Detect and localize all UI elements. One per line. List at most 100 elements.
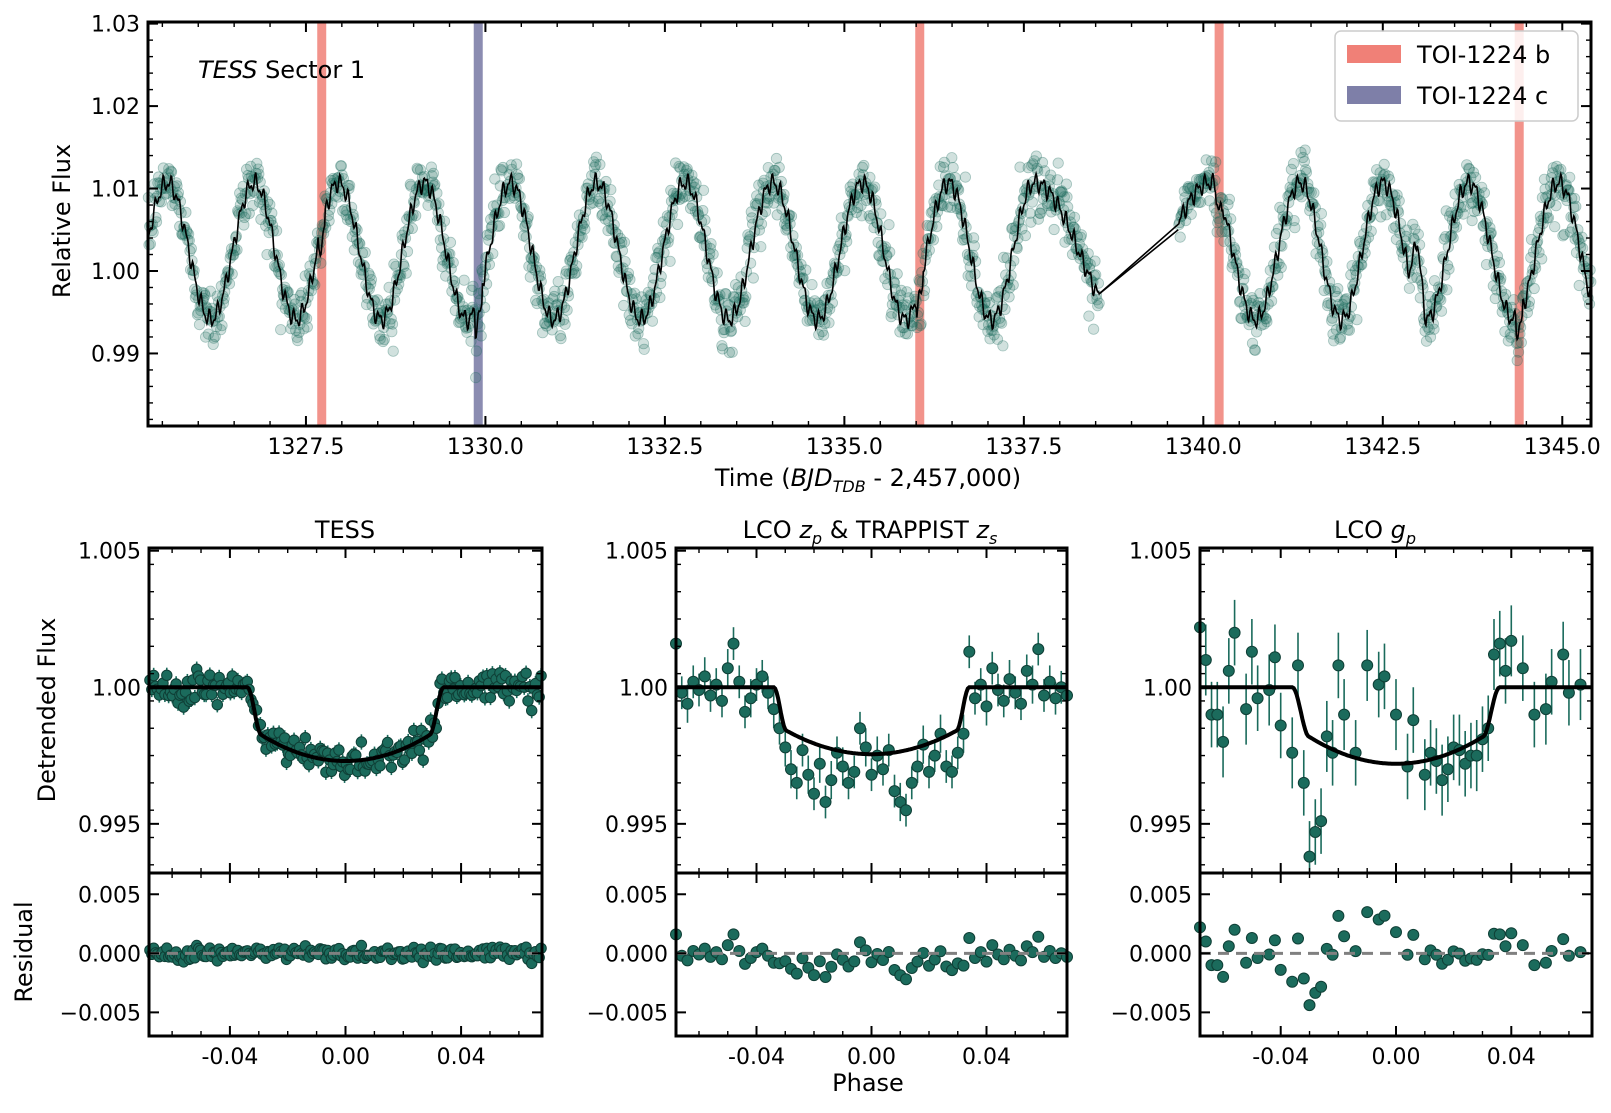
data-point [738, 297, 750, 309]
data-point [355, 268, 367, 280]
residual-point [1407, 928, 1420, 941]
data-point [863, 210, 875, 222]
data-point [959, 171, 972, 183]
data-point [1345, 301, 1358, 313]
data-point [291, 331, 303, 343]
phase-xtick-label: 0.00 [1372, 1045, 1421, 1070]
data-point [400, 267, 412, 279]
data-point [771, 209, 783, 221]
data-point [780, 224, 792, 236]
title-lco-g-p1: g [1391, 516, 1406, 544]
data-point [523, 260, 535, 272]
data-point [1003, 291, 1015, 303]
data-point [1083, 310, 1095, 322]
data-point [350, 233, 362, 245]
data-point [820, 306, 832, 319]
title-lco-trappist-p3: & TRAPPIST [822, 516, 976, 544]
data-point [937, 161, 950, 173]
data-point [913, 274, 925, 286]
data-point [931, 221, 943, 233]
flux-point [1303, 850, 1316, 863]
flux-point [721, 662, 734, 675]
data-point [1428, 323, 1440, 335]
flux-point [997, 694, 1010, 707]
data-point [942, 201, 954, 213]
data-point [990, 292, 1002, 304]
data-point [275, 324, 287, 336]
data-point [497, 161, 509, 174]
data-point [911, 321, 923, 334]
residual-point [721, 939, 734, 952]
data-point [800, 264, 812, 276]
data-point [937, 200, 949, 212]
residual-point [1274, 963, 1287, 976]
flux-point [877, 763, 889, 776]
data-point [690, 178, 702, 190]
data-point [673, 160, 685, 173]
residual-point [957, 959, 970, 972]
title-lco-g-p0: LCO [1334, 516, 1391, 544]
flux-point [1245, 645, 1258, 658]
data-point [292, 334, 304, 347]
data-point [740, 291, 752, 303]
flux-point [1499, 664, 1512, 677]
data-point [505, 159, 517, 171]
title-lco-trappist-p5: s [989, 529, 997, 548]
data-point [895, 284, 907, 296]
residual-point [1292, 932, 1304, 945]
data-point [632, 328, 644, 340]
flux-point [204, 669, 216, 681]
data-point [1261, 316, 1273, 328]
data-point [1051, 174, 1064, 186]
phase-xtick-label: -0.04 [201, 1045, 258, 1070]
flux-point [923, 765, 935, 778]
residual-point [1516, 939, 1529, 952]
data-point [1007, 279, 1019, 291]
data-point [912, 306, 925, 319]
data-point [619, 255, 631, 268]
data-point [1441, 284, 1453, 296]
data-point [761, 192, 773, 204]
residual-point [1378, 909, 1391, 922]
data-point [1493, 256, 1506, 269]
data-point [1052, 157, 1064, 169]
flux-point [522, 695, 534, 707]
data-point [1028, 155, 1040, 167]
top-ytick-label: 1.00 [91, 260, 140, 285]
top-ytick-label: 1.02 [91, 95, 140, 120]
data-point [534, 264, 546, 276]
flux-point [836, 760, 849, 773]
flux-point [1516, 662, 1529, 675]
flux-point [417, 754, 429, 766]
top-ytick-label: 1.03 [91, 13, 140, 38]
data-point [1036, 203, 1048, 215]
data-point [878, 242, 890, 255]
data-point [1174, 231, 1186, 243]
data-point [360, 298, 373, 311]
residual-point [1217, 970, 1230, 983]
data-point [742, 229, 754, 241]
top-xlabel: Time (BJDTDB - 2,457,000) [714, 464, 1021, 496]
flux-point [813, 757, 826, 770]
data-point [934, 161, 946, 173]
data-point [678, 161, 690, 173]
data-point [674, 162, 686, 174]
top-xtick-label: 1335.0 [806, 435, 883, 460]
flux-point [299, 732, 311, 744]
residual-point [1199, 935, 1212, 948]
flux-point [1493, 637, 1506, 650]
data-point [727, 290, 740, 303]
data-point [252, 163, 264, 175]
data-point [1059, 236, 1071, 248]
flux-point [1286, 746, 1299, 759]
flux-point [825, 774, 838, 787]
data-point [988, 329, 1000, 341]
flux-point [385, 761, 398, 774]
top-ytick-label: 0.99 [91, 342, 140, 367]
residual-point [1286, 975, 1299, 988]
data-point [427, 167, 439, 179]
data-point [414, 164, 427, 176]
data-point [559, 318, 571, 330]
